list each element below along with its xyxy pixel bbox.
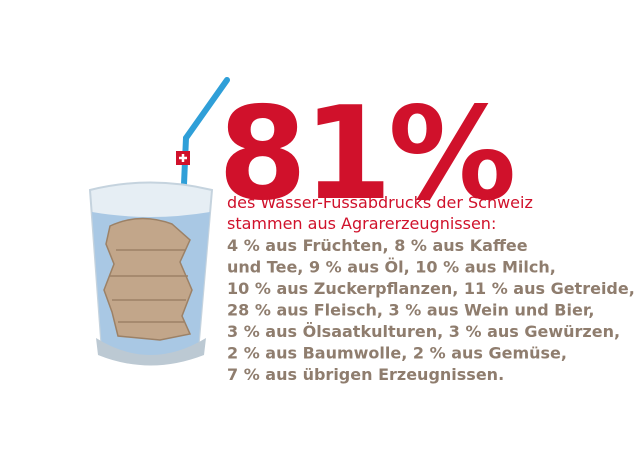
subtitle: des Wasser-Fussabdrucks der Schweiz stamm… bbox=[227, 193, 533, 233]
subtitle-line: stammen aus Agrarerzeugnissen: bbox=[227, 214, 496, 233]
detail-line: 7 % aus übrigen Erzeugnissen. bbox=[227, 365, 504, 384]
details: 4 % aus Früchten, 8 % aus Kaffee und Tee,… bbox=[227, 236, 635, 384]
detail-line: 3 % aus Ölsaatkulturen, 3 % aus Gewürzen… bbox=[227, 322, 620, 341]
detail-line: 2 % aus Baumwolle, 2 % aus Gemüse, bbox=[227, 344, 567, 363]
detail-line: 28 % aus Fleisch, 3 % aus Wein und Bier, bbox=[227, 301, 594, 320]
headline: 81% bbox=[218, 80, 513, 229]
subtitle-line: des Wasser-Fussabdrucks der Schweiz bbox=[227, 193, 533, 212]
detail-line: 4 % aus Früchten, 8 % aus Kaffee bbox=[227, 236, 528, 255]
glass-illustration bbox=[88, 77, 230, 366]
detail-line: und Tee, 9 % aus Öl, 10 % aus Milch, bbox=[227, 258, 556, 277]
detail-line: 10 % aus Zuckerpflanzen, 11 % aus Getrei… bbox=[227, 279, 635, 298]
